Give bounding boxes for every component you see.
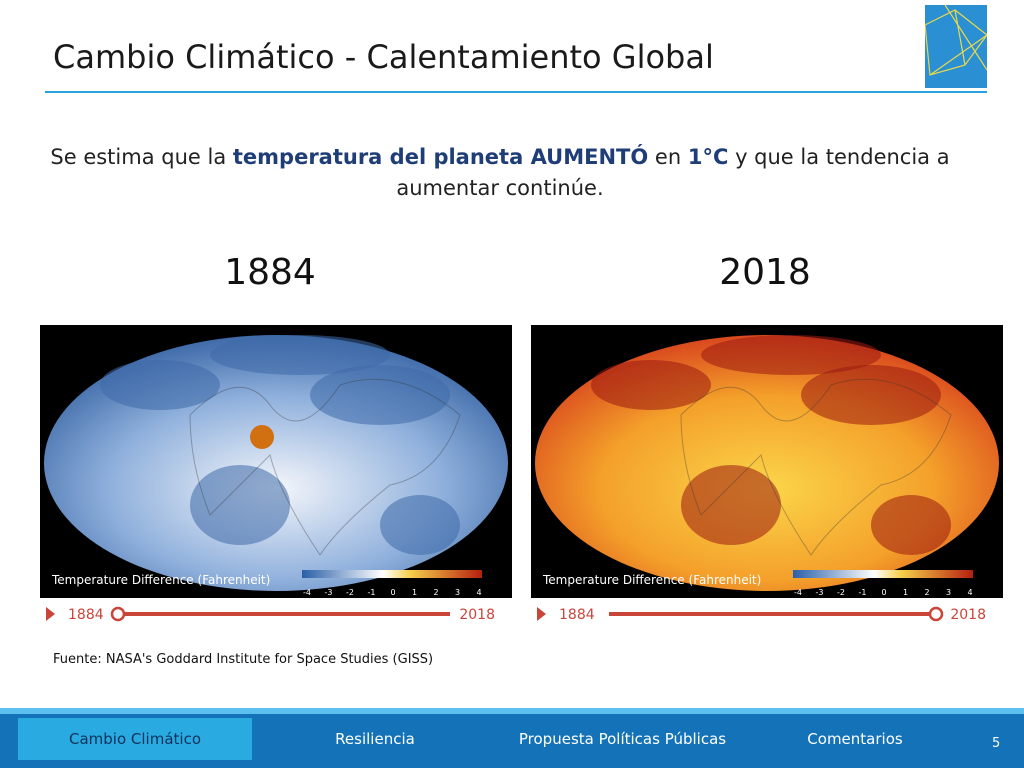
colorbar-tick: -2: [346, 588, 354, 597]
colorbar-tick: 4: [476, 588, 481, 597]
map-image: Temperature Difference (Fahrenheit) -4 -3 -…: [531, 325, 1003, 628]
colorbar-tick: -1: [859, 588, 867, 597]
source: Fuente: NASA's Goddard Institute for Spa…: [53, 652, 434, 667]
timeline-end: 2018: [950, 607, 986, 623]
colorbar-tick: -2: [837, 588, 845, 597]
text: temperatura del planeta AUMENTÓ: [232, 145, 649, 169]
timeline-handle: [110, 606, 126, 622]
temperature-blob: [310, 365, 450, 425]
text: 1°C: [687, 145, 729, 169]
colorbar-tick: -4: [794, 588, 802, 597]
colorbar-tick: 2: [433, 588, 438, 597]
logo: [925, 5, 987, 88]
temperature-blob: [801, 365, 941, 425]
temperature-blob: [871, 495, 951, 555]
colorbar: [793, 570, 973, 578]
temperature-blob: [100, 360, 220, 410]
year: 1884: [224, 252, 316, 293]
colorbar-tick: 0: [390, 588, 395, 597]
temperature-blob: [250, 425, 274, 449]
colorbar-tick: 4: [967, 588, 972, 597]
timeline-handle: [928, 606, 944, 622]
colorbar-tick: -3: [325, 588, 333, 597]
temperature-blob: [591, 360, 711, 410]
text: Se estima que la: [50, 145, 227, 169]
colorbar-tick: -4: [303, 588, 311, 597]
continents: [189, 378, 461, 556]
play-button: [537, 607, 546, 621]
temperature-blob: [701, 335, 881, 375]
footer-strip: [0, 708, 1024, 714]
play-button: [46, 607, 55, 621]
timeline-end: 2018: [459, 607, 495, 623]
nav-tab[interactable]: Propuesta Políticas Públicas: [518, 730, 727, 748]
page-number: 5: [992, 736, 1001, 751]
colorbar-tick: 1: [412, 588, 417, 597]
title-rule: [45, 91, 987, 93]
title: Cambio Climático - Calentamiento Global: [53, 38, 714, 76]
map-image: Temperature Difference (Fahrenheit) -4 -3 -…: [40, 325, 512, 628]
colorbar-tick: 3: [455, 588, 460, 597]
year: 2018: [719, 252, 811, 293]
temperature-blob: [210, 335, 390, 375]
colorbar-tick: 1: [903, 588, 908, 597]
nav-tab[interactable]: Resiliencia: [335, 730, 415, 748]
nav-tab[interactable]: Comentarios: [807, 730, 903, 748]
colorbar-tick: -1: [368, 588, 376, 597]
text: en: [654, 145, 682, 169]
timeline-start: 1884: [68, 607, 104, 623]
colorbar-tick: -3: [816, 588, 824, 597]
continents: [680, 378, 952, 556]
colorbar: [302, 570, 482, 578]
temperature-blob: [681, 465, 781, 545]
temperature-blob: [190, 465, 290, 545]
temperature-blob: [380, 495, 460, 555]
timeline-start: 1884: [559, 607, 595, 623]
nav-tab[interactable]: Cambio Climático: [18, 718, 252, 760]
caption: Temperature Difference (Fahrenheit): [542, 573, 761, 587]
colorbar-tick: 3: [946, 588, 951, 597]
colorbar-tick: 2: [924, 588, 929, 597]
colorbar-tick: 0: [881, 588, 886, 597]
text: y que la tendencia a aumentar continúe.: [396, 145, 950, 200]
caption: Temperature Difference (Fahrenheit): [51, 573, 270, 587]
subtitle: Se estima que la temperatura del planeta…: [20, 142, 980, 204]
